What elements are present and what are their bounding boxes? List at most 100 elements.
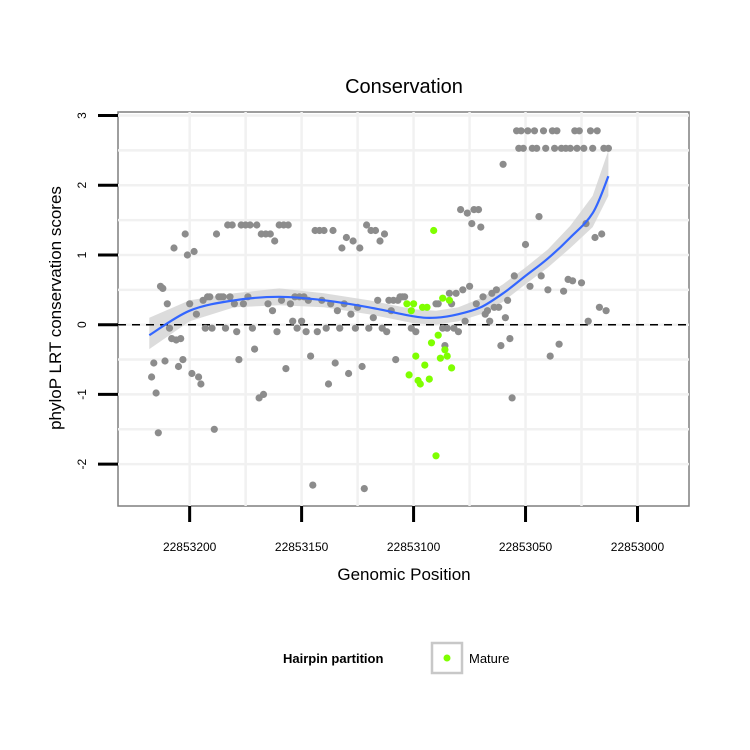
point-other [472, 300, 480, 308]
y-axis: -2 -1 0 1 2 3 [75, 112, 118, 470]
point-other [210, 425, 218, 433]
point-other [604, 144, 613, 152]
point-mature [407, 307, 415, 315]
point-other [392, 356, 400, 364]
point-other [371, 226, 380, 235]
point-other [358, 362, 366, 371]
point-other [212, 230, 221, 238]
point-other [239, 300, 247, 308]
point-mature [427, 339, 436, 347]
point-other [376, 237, 384, 245]
point-other [190, 247, 198, 256]
point-other [542, 144, 550, 152]
point-other [537, 272, 545, 280]
grid-lines [118, 112, 689, 506]
point-other [479, 293, 487, 301]
data-points [148, 127, 613, 493]
point-other [468, 220, 476, 228]
point-other [466, 282, 474, 290]
point-other [401, 293, 409, 301]
y-axis-title: phyloP LRT conservation scores [46, 186, 65, 430]
point-other [251, 345, 259, 353]
point-other [154, 429, 162, 437]
point-other [277, 296, 286, 304]
point-other [589, 144, 597, 152]
point-other [356, 244, 364, 252]
point-other [268, 307, 277, 315]
point-other [331, 359, 339, 367]
point-other [434, 300, 442, 308]
point-other [298, 317, 306, 325]
point-other [289, 317, 297, 325]
legend: Hairpin partition Mature [283, 641, 509, 675]
point-other [302, 328, 310, 336]
point-other [477, 223, 485, 231]
point-other [226, 293, 234, 301]
point-other [483, 307, 492, 315]
point-other [174, 362, 183, 371]
point-other [186, 300, 194, 308]
point-other [593, 127, 601, 135]
point-other [495, 303, 503, 311]
point-mature [448, 364, 456, 372]
point-other [374, 296, 382, 304]
point-other [501, 314, 509, 322]
point-other [508, 394, 516, 402]
point-other [293, 324, 301, 332]
x-tick-label: 22853100 [387, 540, 441, 554]
point-other [553, 127, 561, 135]
point-other [544, 286, 552, 294]
point-other [179, 356, 187, 364]
point-other [555, 340, 563, 348]
y-tick-label: 3 [75, 112, 89, 119]
point-other [259, 390, 268, 398]
point-mature [421, 361, 429, 369]
point-other [170, 244, 178, 252]
legend-label-mature: Mature [469, 651, 509, 666]
point-other [324, 380, 333, 388]
point-other [221, 324, 230, 332]
point-mature [423, 303, 431, 311]
point-other [266, 230, 274, 238]
point-other [230, 300, 238, 308]
point-mature [441, 346, 449, 354]
point-other [591, 233, 599, 242]
point-other [497, 342, 505, 350]
x-tick-label: 22853000 [611, 540, 665, 554]
point-other [546, 352, 554, 360]
point-mature [416, 380, 424, 388]
point-other [539, 127, 548, 135]
point-other [195, 373, 203, 381]
point-other [282, 365, 290, 373]
point-other [602, 307, 610, 315]
point-other [577, 279, 586, 287]
point-other [535, 213, 543, 221]
y-tick-label: -1 [75, 389, 89, 400]
point-other [517, 127, 525, 135]
point-other [228, 221, 236, 229]
point-mature [443, 352, 451, 360]
smooth-line [148, 175, 610, 337]
x-axis: 22853200 22853150 22853100 22853050 22853000 [163, 506, 665, 554]
point-other [345, 369, 353, 378]
point-other [342, 233, 350, 242]
point-other [443, 324, 451, 332]
smooth-curve [148, 175, 610, 337]
point-other [333, 307, 341, 315]
point-other [510, 272, 518, 280]
y-tick-label: -2 [75, 459, 89, 470]
point-other [486, 317, 494, 325]
point-other [412, 328, 420, 336]
point-other [161, 357, 169, 365]
point-other [201, 324, 209, 332]
x-tick-label: 22853150 [275, 540, 329, 554]
point-other [457, 206, 465, 214]
point-other [499, 160, 507, 168]
point-other [338, 244, 346, 252]
point-other [569, 277, 577, 285]
point-other [165, 324, 174, 332]
point-other [575, 127, 583, 135]
point-other [454, 328, 462, 336]
point-other [150, 359, 158, 367]
